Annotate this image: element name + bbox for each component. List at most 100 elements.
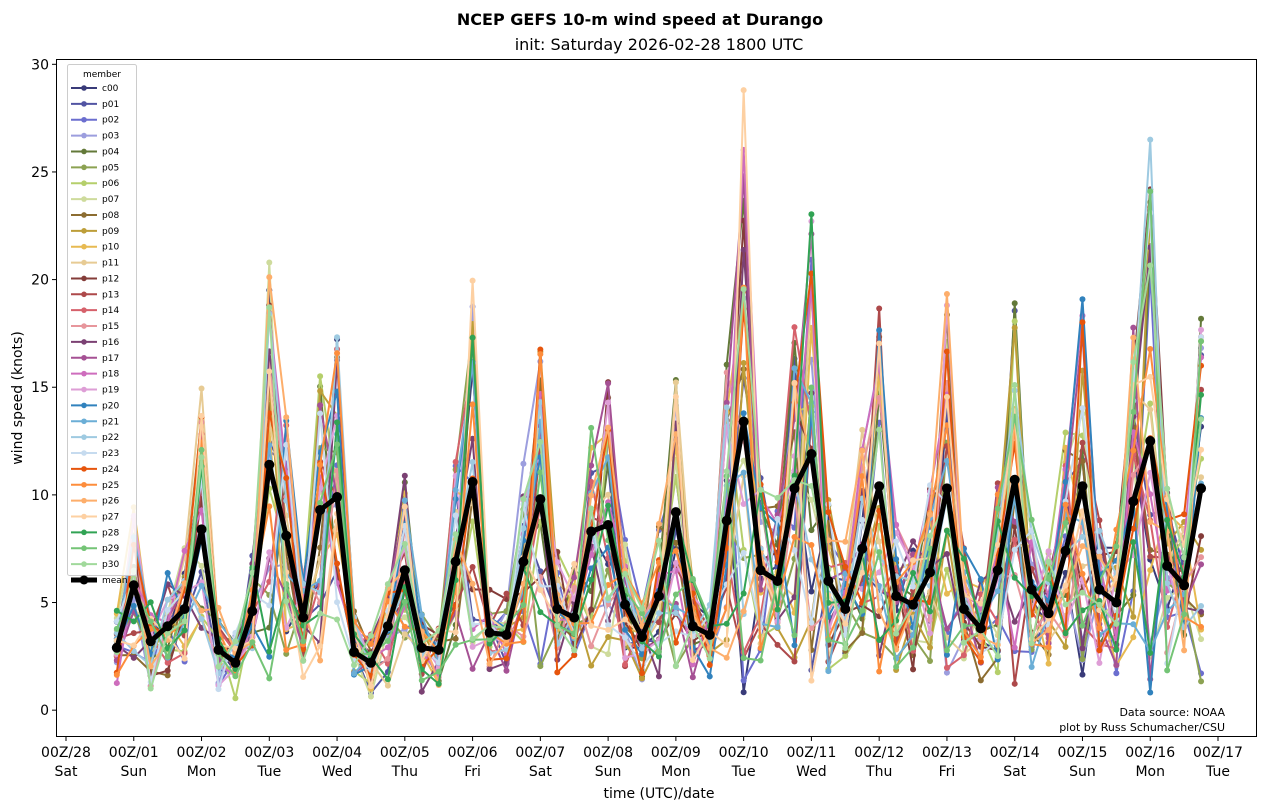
data-point-p29	[266, 675, 273, 682]
data-point-p21	[198, 582, 205, 589]
y-tick-label: 25	[31, 165, 49, 181]
data-point-p25	[1198, 623, 1205, 630]
data-point-p22	[1079, 533, 1086, 540]
data-point-p25	[1045, 644, 1052, 651]
data-point-p18	[181, 547, 188, 554]
data-point-p29	[164, 653, 171, 660]
data-point-p08	[1079, 458, 1086, 465]
data-point-p22	[655, 610, 662, 617]
data-point-p30	[469, 635, 476, 642]
data-point-p28	[605, 502, 612, 509]
data-point-p30	[1096, 601, 1103, 608]
legend-label: mean	[102, 576, 128, 586]
data-point-p23	[1079, 405, 1086, 412]
x-tick-label-day: Thu	[391, 764, 418, 780]
data-point-p26	[927, 511, 933, 518]
data-point-p26	[1045, 626, 1052, 633]
x-tick-label-day: Wed	[796, 764, 827, 780]
data-point-p08	[672, 539, 679, 546]
data-point-p27	[842, 620, 849, 627]
data-point-p16	[943, 550, 950, 557]
data-point-p20	[977, 576, 984, 583]
mean-point	[1060, 545, 1071, 556]
data-source-note: Data source: NOAA	[1119, 706, 1225, 719]
mean-point	[315, 504, 326, 515]
data-point-p30	[1113, 620, 1120, 627]
mean-point	[670, 507, 681, 518]
mean-point	[823, 575, 834, 586]
data-point-p02	[1113, 670, 1120, 677]
data-point-p27	[622, 616, 629, 623]
data-point-p30	[927, 532, 933, 539]
data-point-p24	[1130, 525, 1137, 532]
data-point-p22	[1198, 603, 1205, 610]
data-point-p24	[943, 348, 950, 355]
legend-swatch-marker	[81, 101, 87, 107]
data-point-p23	[1096, 548, 1103, 555]
data-point-p12	[588, 606, 595, 613]
legend-swatch-marker	[81, 148, 87, 155]
legend-label: p11	[102, 259, 119, 269]
data-point-p26	[588, 492, 595, 499]
mean-point	[1162, 560, 1173, 571]
data-point-p29	[859, 607, 866, 614]
data-point-p28	[1198, 391, 1205, 398]
data-point-p20	[943, 651, 950, 658]
legend-item-mean: mean	[71, 575, 128, 586]
legend-swatch-marker	[81, 386, 87, 393]
data-point-p30	[520, 495, 527, 502]
data-point-p26	[1096, 553, 1103, 560]
data-point-p27	[317, 642, 324, 649]
y-axis: 0 5 10 15 20 25 30	[31, 57, 57, 719]
legend-item-p04: p04	[71, 147, 119, 157]
data-point-p13	[1198, 386, 1205, 393]
legend-label: p25	[102, 481, 119, 491]
data-point-p11	[198, 385, 205, 392]
x-axis-label: time (UTC)/date	[603, 786, 714, 802]
data-point-p05	[927, 658, 933, 665]
data-point-p28	[266, 648, 273, 655]
mean-point	[213, 644, 224, 655]
data-point-p29	[198, 446, 205, 453]
data-point-p28	[1011, 574, 1018, 581]
data-point-p26	[655, 520, 662, 527]
data-point-p21	[672, 604, 679, 611]
mean-point	[1077, 481, 1088, 492]
data-point-p15	[588, 643, 595, 650]
mean-point	[518, 556, 529, 567]
data-point-p20	[706, 673, 713, 680]
data-point-p23	[622, 634, 629, 641]
data-point-p12	[1198, 533, 1205, 540]
legend-label: p24	[102, 465, 119, 475]
data-point-p28	[1130, 539, 1137, 546]
data-point-p29	[588, 424, 595, 431]
chart-title: NCEP GEFS 10-m wind speed at Durango	[457, 10, 823, 29]
data-point-p27	[859, 569, 866, 576]
legend-label: p09	[102, 227, 119, 237]
data-point-p13	[655, 619, 662, 626]
data-point-p28	[723, 620, 730, 627]
legend-swatch-marker	[81, 545, 87, 552]
data-point-p30	[1164, 485, 1171, 492]
data-point-p25	[808, 542, 815, 549]
mean-point	[111, 642, 122, 653]
mean-point	[857, 543, 868, 554]
data-point-p24	[283, 475, 290, 482]
data-point-p28	[655, 653, 662, 660]
legend-label: p17	[102, 354, 119, 364]
legend-label: p08	[102, 211, 119, 221]
data-point-p26	[1181, 647, 1188, 654]
data-point-p26	[469, 580, 476, 587]
y-tick-label: 0	[40, 703, 49, 719]
data-point-p25	[859, 473, 866, 480]
mean-point	[1009, 474, 1020, 485]
data-point-p11	[859, 426, 866, 433]
x-tick-label-time: 00Z/05	[380, 745, 430, 761]
data-point-p30	[554, 621, 561, 628]
data-point-p27	[994, 541, 1001, 548]
data-point-p29	[1045, 575, 1052, 582]
data-point-c00	[808, 588, 815, 595]
data-point-p23	[791, 547, 798, 554]
legend-item-p29: p29	[71, 544, 119, 554]
data-point-p14	[960, 652, 967, 659]
